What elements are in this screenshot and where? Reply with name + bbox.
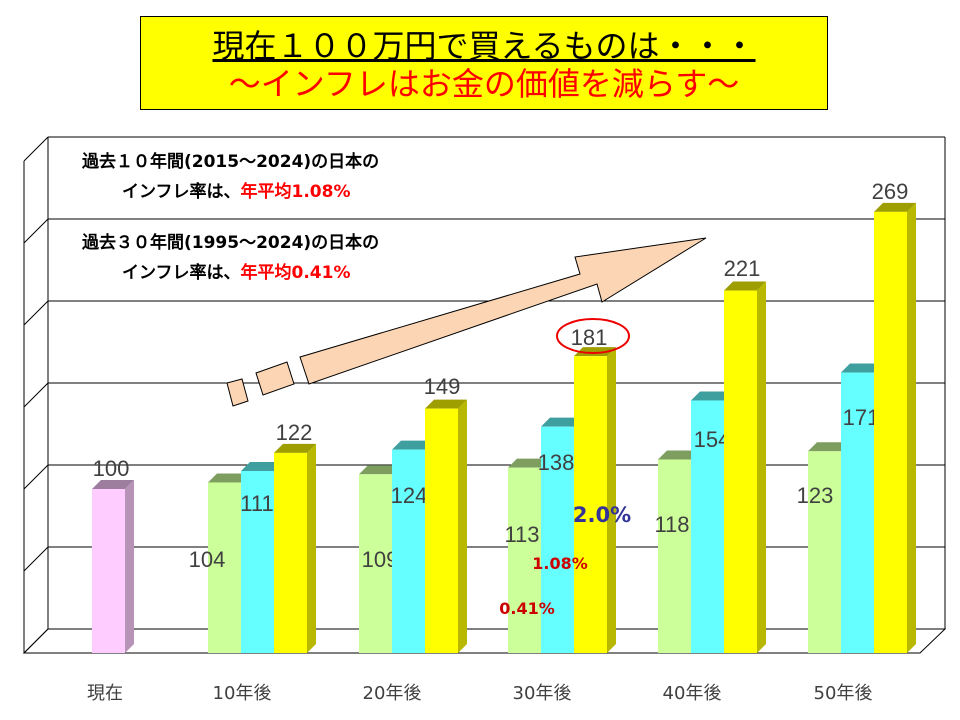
trend-arrow <box>299 237 707 385</box>
data-label: 181 <box>571 325 608 350</box>
inflation-note-30y: 過去３０年間(1995～2024)の日本の インフレ率は、年平均0.41% <box>82 228 379 288</box>
bar-top <box>541 417 583 427</box>
bar <box>208 482 241 653</box>
chart-floor <box>22 628 947 654</box>
note-30y-line2: インフレ率は、年平均0.41% <box>82 258 379 288</box>
note-10y-prefix: インフレ率は、 <box>122 182 241 202</box>
data-label: 123 <box>797 483 834 508</box>
x-tick-label: 30年後 <box>513 683 572 704</box>
data-label: 124 <box>391 483 428 508</box>
x-tick-label: 現在 <box>87 683 123 704</box>
data-label: 100 <box>93 456 130 481</box>
note-10y-line2: インフレ率は、年平均1.08% <box>82 177 379 207</box>
rate-label-target: 2.0% <box>573 503 631 527</box>
chart-subtitle: ～インフレはお金の価値を減らす～ <box>228 65 740 103</box>
bar <box>241 470 274 653</box>
arrow-tail-piece <box>226 378 249 407</box>
bar-top <box>658 450 700 460</box>
gridline-side <box>23 300 49 326</box>
bar-top <box>841 363 883 373</box>
note-30y-prefix: インフレ率は、 <box>122 263 241 283</box>
rate-label-10y: 1.08% <box>532 554 588 573</box>
bar <box>425 408 458 653</box>
inflation-note-10y: 過去１０年間(2015～2024)の日本の インフレ率は、年平均1.08% <box>82 147 379 207</box>
x-tick-label: 40年後 <box>663 683 722 704</box>
data-label: 111 <box>240 491 273 516</box>
note-30y-rate: 年平均0.41% <box>240 263 351 283</box>
bar-top <box>508 458 550 468</box>
bar <box>508 467 541 653</box>
bar-top <box>808 442 850 452</box>
bar-top <box>874 202 916 212</box>
bar <box>92 489 125 653</box>
gridline-side <box>23 382 49 408</box>
bar-side <box>458 399 467 653</box>
bar-top <box>574 347 616 357</box>
gridline-side <box>23 546 49 572</box>
bar-side <box>307 443 316 653</box>
data-label: 221 <box>724 256 761 281</box>
bar <box>359 474 392 653</box>
bar-side <box>607 347 616 653</box>
bar-side <box>907 202 916 653</box>
bar-top <box>274 443 316 453</box>
note-10y-line1: 過去１０年間(2015～2024)の日本の <box>82 152 380 172</box>
x-tick-label: 10年後 <box>213 683 272 704</box>
bar-side <box>125 480 134 653</box>
bar-top <box>359 465 401 475</box>
note-30y-line1: 過去３０年間(1995～2024)の日本の <box>82 233 380 253</box>
data-label: 149 <box>424 374 461 399</box>
bar <box>392 449 425 653</box>
bar <box>274 452 307 653</box>
chart-title: 現在１００万円で買えるものは・・・ <box>212 27 756 65</box>
gridline-side <box>23 136 49 162</box>
x-tick-label: 20年後 <box>363 683 422 704</box>
bar-top <box>392 440 434 450</box>
gridline-side <box>23 628 49 654</box>
rate-label-30y: 0.41% <box>499 599 555 618</box>
bar <box>808 451 841 653</box>
gridline-side <box>23 464 49 490</box>
data-label: 113 <box>504 522 539 547</box>
data-label: 171 <box>843 405 880 430</box>
bar <box>574 356 607 653</box>
data-label: 269 <box>872 179 909 204</box>
highlight-circle <box>556 318 630 354</box>
x-tick-label: 50年後 <box>814 683 873 704</box>
bar <box>691 400 724 653</box>
bar-top <box>724 281 766 291</box>
note-10y-rate: 年平均1.08% <box>240 182 351 202</box>
bar <box>724 290 757 653</box>
bar-top <box>425 399 467 409</box>
bar <box>541 426 574 653</box>
data-label: 122 <box>276 420 313 445</box>
bar-top <box>241 461 283 471</box>
bar <box>841 372 874 653</box>
arrow-tail-piece <box>255 361 295 396</box>
data-label: 104 <box>189 547 226 572</box>
data-label: 118 <box>654 512 689 537</box>
chart-title-box: 現在１００万円で買えるものは・・・ ～インフレはお金の価値を減らす～ <box>140 16 828 110</box>
bar <box>874 211 907 653</box>
bar-top <box>208 473 250 483</box>
gridline-side <box>23 218 49 244</box>
bar <box>658 459 691 653</box>
bar-top <box>691 391 733 401</box>
bar-side <box>757 281 766 653</box>
data-label: 138 <box>538 450 575 475</box>
bar-top <box>92 480 134 489</box>
